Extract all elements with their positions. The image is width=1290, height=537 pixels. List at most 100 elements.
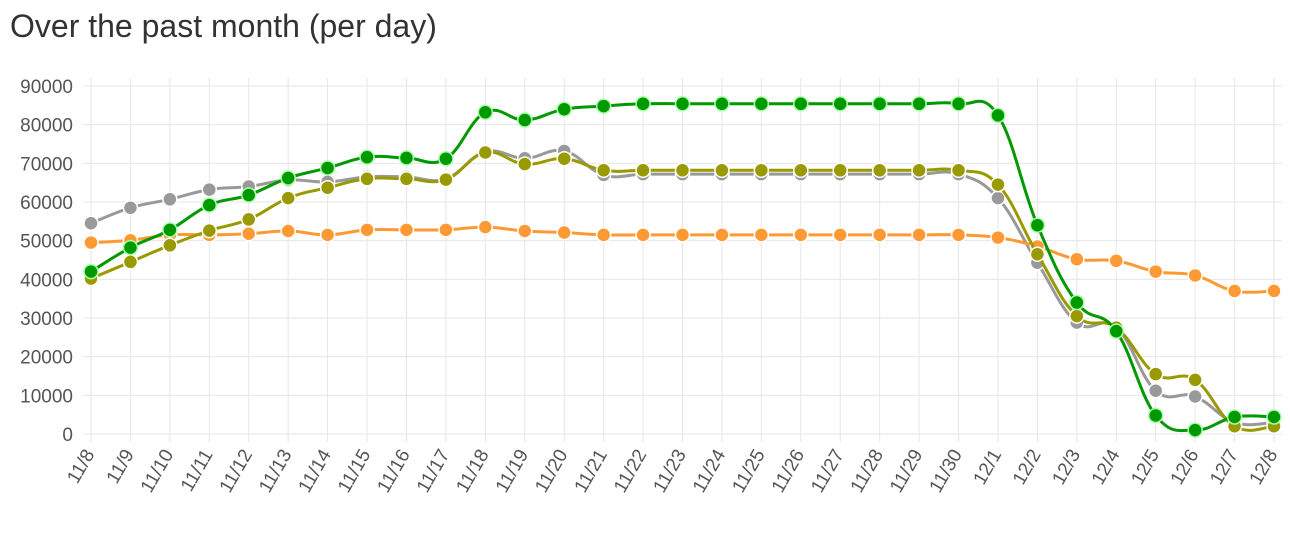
data-point[interactable] — [714, 162, 730, 179]
data-point[interactable] — [753, 162, 770, 179]
data-point[interactable] — [1108, 323, 1125, 339]
chart-grid — [83, 78, 1282, 442]
data-point[interactable] — [359, 222, 375, 238]
data-point[interactable] — [1029, 246, 1046, 262]
data-point[interactable] — [635, 96, 651, 112]
data-point[interactable] — [201, 197, 218, 213]
x-tick-label: 11/9 — [103, 446, 139, 487]
data-point[interactable] — [990, 176, 1006, 193]
data-point[interactable] — [1147, 263, 1164, 280]
x-tick-label: 11/8 — [63, 446, 99, 487]
data-point[interactable] — [832, 162, 848, 179]
data-point[interactable] — [793, 162, 809, 179]
data-point[interactable] — [595, 227, 612, 243]
data-point[interactable] — [990, 229, 1006, 246]
data-point[interactable] — [871, 227, 888, 243]
data-point[interactable] — [1226, 283, 1243, 299]
data-point[interactable] — [398, 150, 415, 166]
data-point[interactable] — [83, 263, 99, 280]
data-point[interactable] — [162, 237, 178, 254]
data-point[interactable] — [793, 227, 809, 243]
data-point[interactable] — [714, 227, 730, 243]
data-point[interactable] — [1029, 217, 1046, 233]
x-tick-label: 11/28 — [847, 446, 888, 496]
data-point[interactable] — [280, 223, 296, 239]
data-point[interactable] — [398, 171, 415, 187]
data-point[interactable] — [911, 96, 927, 112]
data-point[interactable] — [1187, 267, 1203, 284]
data-point[interactable] — [517, 112, 533, 128]
data-point[interactable] — [477, 104, 494, 121]
data-point[interactable] — [1108, 253, 1125, 269]
data-point[interactable] — [122, 239, 139, 256]
data-point[interactable] — [517, 223, 533, 239]
data-point[interactable] — [950, 162, 967, 179]
data-point[interactable] — [832, 227, 848, 243]
data-point[interactable] — [1187, 372, 1203, 388]
data-point[interactable] — [674, 96, 691, 112]
x-tick-label: 12/1 — [970, 446, 1007, 489]
data-point[interactable] — [201, 181, 218, 198]
data-point[interactable] — [1266, 283, 1282, 299]
data-point[interactable] — [1069, 308, 1085, 324]
data-point[interactable] — [83, 215, 99, 232]
data-point[interactable] — [635, 162, 651, 179]
x-tick-label: 12/8 — [1246, 446, 1283, 489]
data-point[interactable] — [793, 96, 809, 112]
data-point[interactable] — [1266, 409, 1282, 425]
data-point[interactable] — [122, 254, 139, 270]
data-point[interactable] — [674, 162, 691, 179]
data-point[interactable] — [359, 149, 375, 165]
data-point[interactable] — [1147, 382, 1164, 399]
data-point[interactable] — [319, 179, 336, 196]
data-point[interactable] — [162, 222, 178, 238]
data-point[interactable] — [240, 211, 257, 228]
data-point[interactable] — [714, 96, 730, 112]
data-point[interactable] — [477, 144, 494, 161]
data-point[interactable] — [871, 162, 888, 179]
data-point[interactable] — [477, 219, 494, 235]
data-point[interactable] — [398, 222, 415, 238]
data-point[interactable] — [438, 171, 454, 188]
data-point[interactable] — [122, 200, 139, 216]
data-point[interactable] — [753, 96, 770, 112]
data-point[interactable] — [990, 107, 1006, 124]
data-point[interactable] — [753, 227, 770, 243]
data-point[interactable] — [871, 96, 888, 112]
data-point[interactable] — [280, 190, 296, 206]
data-point[interactable] — [595, 162, 612, 179]
data-point[interactable] — [1187, 422, 1203, 438]
data-point[interactable] — [1147, 366, 1164, 382]
data-point[interactable] — [595, 98, 612, 114]
data-point[interactable] — [635, 227, 651, 243]
x-tick-label: 11/19 — [492, 446, 533, 496]
data-point[interactable] — [438, 222, 454, 238]
data-point[interactable] — [556, 150, 572, 167]
data-point[interactable] — [911, 162, 927, 179]
data-point[interactable] — [359, 171, 375, 187]
data-point[interactable] — [1147, 407, 1164, 424]
data-point[interactable] — [517, 156, 533, 172]
data-point[interactable] — [83, 234, 99, 251]
data-point[interactable] — [832, 96, 848, 112]
data-point[interactable] — [319, 160, 336, 176]
data-point[interactable] — [950, 227, 967, 243]
data-point[interactable] — [162, 191, 178, 208]
data-point[interactable] — [556, 101, 572, 117]
series-group — [83, 96, 1282, 438]
data-point[interactable] — [438, 150, 454, 167]
data-point[interactable] — [240, 187, 257, 203]
data-point[interactable] — [556, 224, 572, 241]
data-point[interactable] — [1187, 388, 1203, 405]
data-point[interactable] — [911, 227, 927, 243]
data-point[interactable] — [1069, 294, 1085, 311]
data-point[interactable] — [950, 96, 967, 112]
data-point[interactable] — [201, 222, 218, 239]
data-point[interactable] — [319, 227, 336, 243]
data-point[interactable] — [240, 225, 257, 242]
data-point[interactable] — [1226, 409, 1243, 425]
data-point[interactable] — [990, 190, 1006, 206]
data-point[interactable] — [1069, 251, 1085, 267]
data-point[interactable] — [674, 227, 691, 243]
data-point[interactable] — [280, 170, 296, 186]
